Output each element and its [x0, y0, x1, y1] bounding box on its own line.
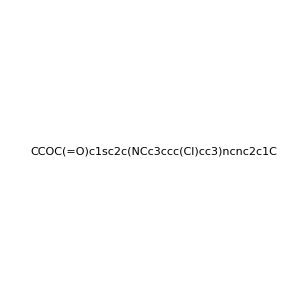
Text: CCOC(=O)c1sc2c(NCc3ccc(Cl)cc3)ncnc2c1C: CCOC(=O)c1sc2c(NCc3ccc(Cl)cc3)ncnc2c1C	[30, 146, 277, 157]
